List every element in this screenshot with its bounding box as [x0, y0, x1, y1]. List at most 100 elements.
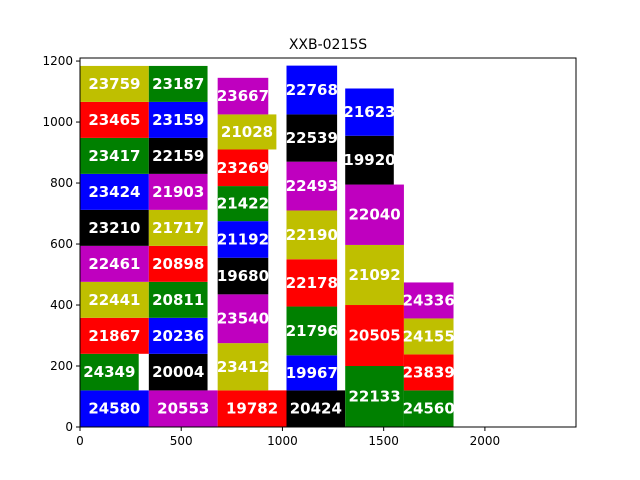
block-rect [148, 353, 208, 391]
x-tick-label: 1500 [368, 434, 399, 448]
block-rect [217, 77, 269, 115]
block-rect [345, 88, 394, 136]
block-rect [148, 137, 208, 174]
block-label: 21623 [343, 103, 395, 121]
block-label: 20505 [348, 327, 400, 345]
y-tick-label: 200 [50, 359, 73, 373]
block-label: 22768 [286, 81, 338, 99]
block-rect [80, 173, 149, 210]
y-tick-label: 600 [50, 237, 73, 251]
block-label: 23465 [88, 111, 140, 129]
block-rect [217, 114, 277, 150]
block-label: 23424 [88, 183, 140, 201]
block-label: 23759 [88, 75, 140, 93]
block-rect [286, 355, 338, 391]
block-label: 22539 [286, 129, 338, 147]
block-label: 19920 [343, 151, 395, 169]
block-rect [286, 161, 338, 211]
block-rect [345, 184, 404, 245]
chart-axes: 0 500 1000 1500 2000 0 200 400 600 800 1000 1200 [42, 54, 577, 448]
block-label: 21796 [286, 322, 338, 340]
block-rect [286, 210, 338, 260]
block-label: 24155 [403, 327, 455, 345]
block-rect [148, 390, 218, 427]
block-rect [80, 390, 149, 427]
block-rect [80, 281, 149, 318]
block-label: 20898 [152, 255, 204, 273]
block-label: 19782 [226, 400, 278, 418]
block-rect [286, 259, 338, 307]
y-tick-label: 1000 [42, 115, 73, 129]
block-rect [345, 135, 394, 185]
x-tick-label: 0 [76, 434, 84, 448]
block-rect [345, 305, 404, 367]
block-label: 19680 [217, 267, 269, 285]
block-label: 21903 [152, 183, 204, 201]
block-rect [217, 257, 269, 295]
block-rect [80, 353, 139, 391]
block-label: 21717 [152, 219, 204, 237]
block-rect [217, 186, 269, 222]
block-rect [286, 65, 338, 115]
block-label: 20424 [290, 400, 342, 418]
block-rect [148, 65, 208, 102]
block-label: 22040 [348, 206, 400, 224]
block-label: 24580 [88, 400, 140, 418]
block-label: 23412 [217, 358, 269, 376]
block-rect [217, 390, 287, 427]
block-label: 23269 [217, 159, 269, 177]
block-label: 24336 [403, 291, 455, 309]
block-rect [403, 318, 454, 355]
block-rect [403, 390, 454, 427]
block-rect [148, 281, 208, 318]
block-rect [148, 101, 208, 138]
block-rect [148, 173, 208, 210]
block-label: 23839 [403, 363, 455, 381]
x-tick-label: 500 [170, 434, 193, 448]
block-rect [286, 306, 338, 356]
block-rect [217, 343, 269, 391]
block-label: 22441 [88, 291, 140, 309]
block-label: 21028 [221, 123, 273, 141]
block-label: 20236 [152, 327, 204, 345]
block-label: 23540 [217, 310, 269, 328]
block-rect [80, 245, 149, 282]
block-label: 19967 [286, 364, 338, 382]
block-rect [286, 390, 346, 427]
block-label: 23159 [152, 111, 204, 129]
block-label: 21422 [217, 195, 269, 213]
block-label: 23667 [217, 87, 269, 105]
block-label: 22461 [88, 255, 140, 273]
block-rect [403, 354, 454, 391]
y-tick-label: 1200 [42, 54, 73, 68]
block-label: 24560 [403, 400, 455, 418]
block-rect [403, 282, 454, 319]
x-tick-label: 2000 [470, 434, 501, 448]
block-rect [80, 317, 149, 354]
block-label: 22190 [286, 226, 338, 244]
block-rect [80, 209, 149, 246]
y-tick-label: 800 [50, 176, 73, 190]
block-rect [286, 114, 338, 162]
block-rect [217, 149, 269, 187]
block-rect [345, 366, 404, 427]
block-label: 23210 [88, 219, 140, 237]
block-label: 20004 [152, 363, 204, 381]
block-label: 22178 [286, 274, 338, 292]
plot-frame [79, 57, 577, 428]
block-label: 21192 [217, 230, 269, 248]
block-rect [345, 244, 404, 306]
block-label: 20553 [157, 400, 209, 418]
block-rect [80, 137, 149, 174]
block-rect [80, 101, 149, 138]
block-rect [148, 317, 208, 354]
x-tick-label: 1000 [267, 434, 298, 448]
block-label: 23187 [152, 75, 204, 93]
block-rect [148, 245, 208, 282]
block-label: 23417 [88, 147, 140, 165]
block-label: 22133 [348, 388, 400, 406]
block-label: 21867 [88, 327, 140, 345]
chart-title: XXB-0215S [289, 37, 367, 53]
block-rect [217, 221, 269, 258]
